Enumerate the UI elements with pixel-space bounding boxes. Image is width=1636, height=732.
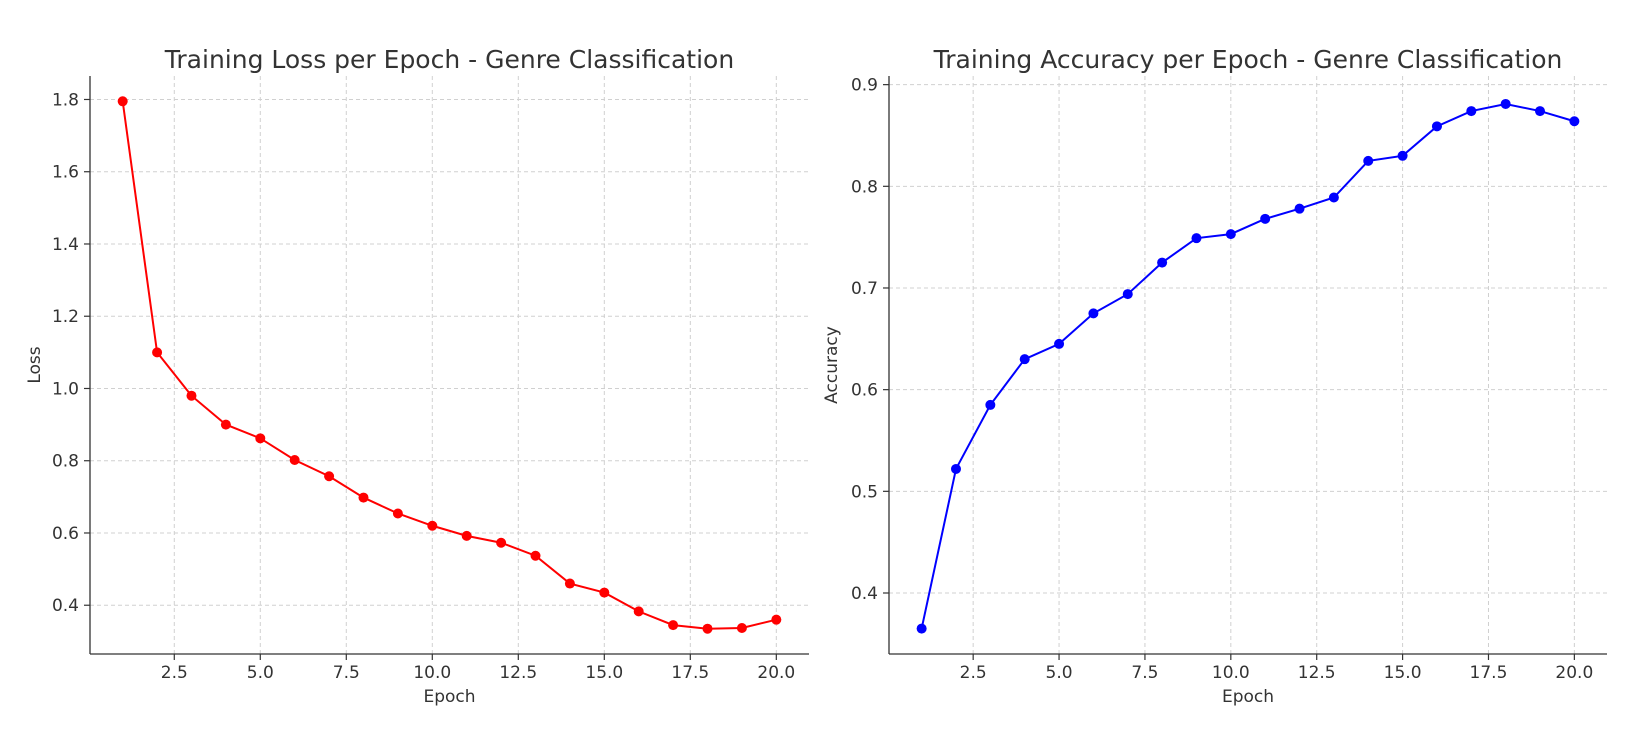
accuracy-data-point	[1294, 203, 1305, 214]
loss-x-tick-label: 10.0	[413, 663, 451, 683]
loss-data-point	[668, 620, 679, 631]
loss-data-point	[736, 622, 747, 633]
loss-data-point	[324, 471, 335, 482]
loss-data-point	[152, 347, 163, 358]
loss-y-axis-label: Loss	[25, 346, 45, 383]
loss-data-point	[461, 530, 472, 541]
loss-data-point	[289, 455, 300, 466]
loss-data-point	[392, 508, 403, 519]
loss-x-tick-label: 5.0	[247, 663, 274, 683]
accuracy-series-line	[920, 102, 1575, 629]
loss-data-point	[771, 614, 782, 625]
accuracy-x-tick-label: 7.5	[1131, 663, 1158, 683]
accuracy-data-point	[1397, 150, 1408, 161]
loss-x-tick-label: 12.5	[499, 663, 537, 683]
accuracy-y-tick-label: 0.5	[851, 482, 878, 502]
accuracy-x-tick-label: 12.5	[1298, 663, 1336, 683]
loss-data-point	[496, 537, 507, 548]
loss-y-tick-label: 1.2	[52, 307, 79, 327]
accuracy-data-point	[1088, 308, 1099, 319]
accuracy-y-tick-label: 0.7	[851, 279, 878, 299]
accuracy-data-point	[1466, 106, 1477, 117]
accuracy-data-point	[1019, 354, 1030, 365]
accuracy-data-point	[1157, 257, 1168, 268]
loss-data-point	[530, 550, 541, 561]
accuracy-y-tick-label: 0.9	[851, 76, 878, 96]
loss-data-point	[599, 587, 610, 598]
loss-x-axis-label: Epoch	[423, 687, 475, 707]
loss-data-point	[633, 606, 644, 617]
loss-data-point	[255, 433, 266, 444]
accuracy-data-point	[1225, 229, 1236, 240]
accuracy-data-point	[1569, 116, 1580, 127]
loss-data-point	[358, 492, 369, 503]
loss-chart-title: Training Loss per Epoch - Genre Classifi…	[164, 45, 734, 74]
accuracy-x-tick-label: 2.5	[960, 663, 987, 683]
accuracy-data-point	[1500, 98, 1511, 109]
loss-data-point	[186, 390, 197, 401]
accuracy-y-tick-label: 0.4	[851, 584, 878, 604]
loss-y-tick-label: 1.6	[52, 163, 79, 183]
loss-data-point	[564, 578, 575, 589]
loss-x-tick-label: 2.5	[161, 663, 188, 683]
loss-chart: 2.5 5.0 7.5 10.0 12.5 15.0 17.5 20.0 0.4 0.6 0.8 1.…	[25, 45, 809, 707]
loss-x-tick-label: 17.5	[671, 663, 709, 683]
loss-x-tick-label: 7.5	[333, 663, 360, 683]
accuracy-data-point	[1054, 338, 1065, 349]
loss-y-tick-label: 1.0	[52, 379, 79, 399]
loss-y-tick-label: 0.4	[52, 596, 79, 616]
accuracy-x-tick-label: 20.0	[1555, 663, 1593, 683]
loss-y-tick-label: 0.8	[52, 452, 79, 472]
accuracy-y-axis-label: Accuracy	[822, 326, 842, 404]
accuracy-y-tick-label: 0.8	[851, 177, 878, 197]
loss-x-tick-label: 20.0	[757, 663, 795, 683]
accuracy-data-point	[1260, 213, 1271, 224]
accuracy-data-point	[1122, 289, 1133, 300]
accuracy-x-axis-label: Epoch	[1222, 687, 1274, 707]
loss-data-point	[220, 419, 231, 430]
accuracy-x-tick-label: 15.0	[1384, 663, 1422, 683]
accuracy-data-point	[1363, 155, 1374, 166]
accuracy-x-tick-label: 5.0	[1046, 663, 1073, 683]
loss-y-tick-label: 1.8	[52, 90, 79, 110]
accuracy-data-point	[985, 399, 996, 410]
loss-data-point	[427, 520, 438, 531]
accuracy-data-point	[950, 463, 961, 474]
accuracy-data-point	[1191, 233, 1202, 244]
accuracy-data-point	[1535, 106, 1546, 117]
loss-x-tick-label: 15.0	[585, 663, 623, 683]
accuracy-y-tick-label: 0.6	[851, 381, 878, 401]
loss-y-tick-label: 0.6	[52, 524, 79, 544]
accuracy-chart: 2.5 5.0 7.5 10.0 12.5 15.0 17.5 20.0 0.4 0.5 0.6 0.…	[822, 45, 1607, 707]
loss-data-point	[702, 623, 713, 634]
accuracy-x-tick-label: 10.0	[1212, 663, 1250, 683]
accuracy-data-point	[1328, 192, 1339, 203]
loss-y-tick-label: 1.4	[52, 235, 79, 255]
loss-series-line	[121, 101, 777, 630]
accuracy-data-point	[1431, 121, 1442, 132]
accuracy-chart-title: Training Accuracy per Epoch - Genre Clas…	[933, 45, 1563, 74]
loss-data-point	[117, 96, 128, 107]
accuracy-data-point	[916, 623, 927, 634]
accuracy-x-tick-label: 17.5	[1470, 663, 1508, 683]
